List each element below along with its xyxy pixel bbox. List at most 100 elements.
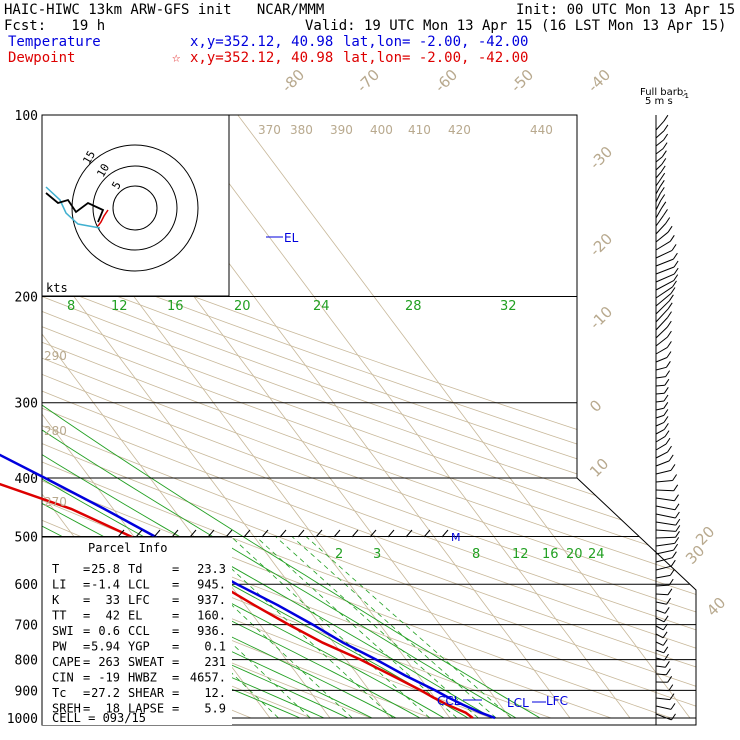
wind-barb [655,223,667,235]
wind-barb-flag [664,661,670,668]
wind-barb-flag [663,409,669,416]
parcel-key: CIN [52,671,74,685]
parcel-eq: = [83,578,90,592]
wind-barb-flag [666,351,672,358]
dewpoint-latlon: lat,lon= -2.00, -42.00 [343,50,529,66]
parcel-eq: = [83,671,90,685]
isotherm-label: 40 [703,594,729,620]
wind-barb [655,601,667,605]
dewpoint-star-icon: ☆ [172,50,181,66]
wind-barb-flag [662,631,668,639]
parcel-key: Td [128,562,142,576]
parcel-eq: = [83,609,90,623]
wind-barb-flag [662,623,668,631]
hodo-ring-label: 10 [94,162,112,180]
parcel-eq: = [83,702,90,716]
mixing-ratio-label-upper: 8 [67,299,75,314]
isobar-barb-tick [189,529,197,538]
isotherm-line [237,115,691,719]
theta-label: 390 [330,123,353,137]
wind-barb-flag [667,311,672,318]
parcel-eq: = [172,578,179,592]
mixing-ratio-label-lower: 20 [566,547,583,562]
wind-barb [655,673,667,676]
parcel-eq: = [172,624,179,638]
pressure-tick-label: 1000 [7,712,38,727]
header-fcst: Fcst: 19 h [4,18,106,34]
wind-barb-flag [671,713,676,721]
header-title: HAIC-HIWC 13km ARW-GFS init NCAR/MMM [4,2,325,18]
wind-barb [655,428,665,435]
isobar-barb-tick [333,529,341,538]
isotherm-label: -30 [586,143,616,173]
wind-barb-flag [665,361,671,368]
wind-barb [655,497,675,502]
wind-barb [655,346,668,355]
mixing-ratio-label-lower: 16 [542,547,559,562]
wind-barb [655,300,670,315]
wind-barb-flag [665,370,671,377]
parcel-value: 4657. [190,671,226,685]
header-valid: Valid: 19 UTC Mon 13 Apr 15 (16 LST Mon … [305,18,727,34]
parcel-eq: = [172,702,179,716]
wind-barb-flag [663,615,669,623]
wind-barb [655,392,665,395]
wind-barb-flag [663,387,669,394]
wind-barb [655,609,666,614]
wind-barb [655,357,668,363]
wind-barb-flag [674,537,680,544]
wind-barb [655,705,672,710]
parcel-value: 12. [204,686,226,700]
wind-barb-flag [663,646,669,654]
mixing-ratio-label-upper: 24 [313,299,330,314]
wind-barb-flag [659,180,665,187]
temperature-legend-label: Temperature [8,34,101,50]
dry-adiabat-line [42,115,696,719]
wind-barb [655,376,666,379]
parcel-key: Tc [52,686,66,700]
wind-barb-flag [674,494,679,501]
hodograph-box [41,114,230,297]
wind-barb [655,215,664,227]
parcel-value: 42 [106,609,120,623]
wind-barb-flag [664,607,670,614]
wind-barb-flag [673,484,679,492]
dry-adiabat-line [42,115,672,719]
wind-barb [655,240,671,251]
mixing-ratio-label-lower: 12 [512,547,529,562]
wind-barb-flag [667,445,672,453]
isotherm-label: 10 [586,455,612,481]
wind-barb-flag [666,320,672,328]
parcel-key: LFC [128,593,150,607]
dry-adiabat-line [42,115,696,719]
wind-barb-flag [665,437,671,445]
wind-barb-flag [670,287,676,294]
wind-barb [655,193,661,203]
parcel-key: TT [52,609,66,623]
dewpoint-xy: x,y=352.12, 40.98 [190,50,334,66]
wind-barb [655,258,674,267]
mixing-ratio-label-upper: 20 [234,299,251,314]
parcel-key: YGP [128,640,150,654]
isotherm-label: -60 [431,66,461,96]
wind-barb [655,120,665,131]
parcel-key: T [52,562,59,576]
barb-legend-exponent: -1 [682,92,689,100]
dewpoint-legend-label: Dewpoint [8,50,76,66]
parcel-key: HWBZ [128,671,157,685]
dry-adiabat-line [42,115,696,719]
parcel-value: 231 [204,655,226,669]
wind-barb [655,171,662,179]
wind-barb-flag [661,201,667,209]
wind-barb [655,231,669,243]
isotherm-line [57,115,511,719]
parcel-value: 5.9 [204,702,226,716]
wind-barb [655,574,671,579]
wind-barb [655,400,665,403]
pressure-tick-label: 400 [15,472,38,487]
hodograph-ring [112,185,158,231]
mixing-ratio-label-upper: 28 [405,299,422,314]
wind-barb [655,480,673,483]
wind-barb [655,505,676,511]
